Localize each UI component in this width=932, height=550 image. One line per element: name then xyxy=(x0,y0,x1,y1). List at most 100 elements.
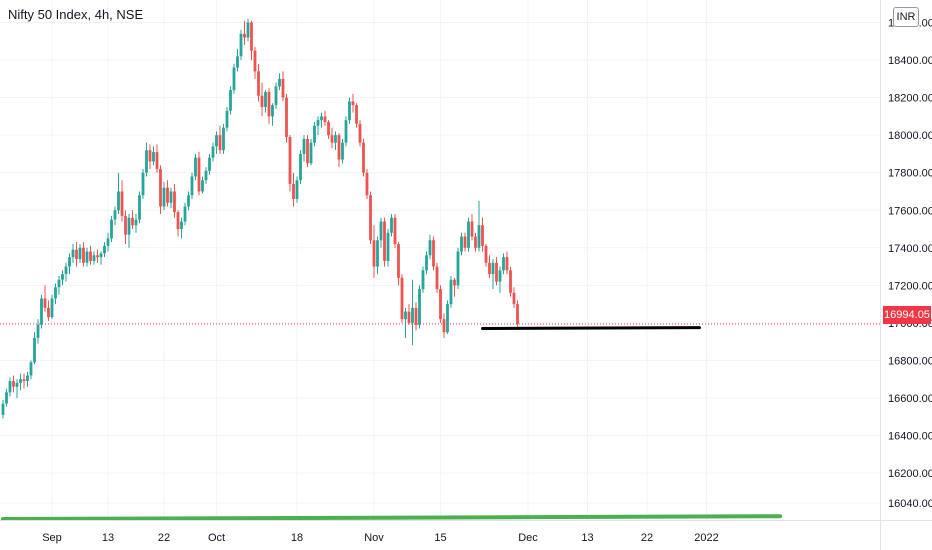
time-tick-label: 13 xyxy=(581,532,593,544)
candle-down xyxy=(355,105,358,124)
candle-down xyxy=(435,266,439,290)
last-price-label: 16994.05 xyxy=(883,306,931,324)
time-tick-label: Nov xyxy=(364,532,384,544)
candle-up xyxy=(50,298,54,318)
time-tick-label: Oct xyxy=(208,532,225,544)
grid xyxy=(0,0,880,520)
candle-up xyxy=(85,251,89,263)
candle-down xyxy=(243,33,246,38)
candle-down xyxy=(47,307,50,318)
time-tick-label: 13 xyxy=(102,532,114,544)
candle-down xyxy=(257,71,260,96)
candle-up xyxy=(19,379,22,383)
candle-down xyxy=(509,270,512,293)
candle-down xyxy=(197,157,201,192)
candle-down xyxy=(474,236,477,248)
candle-up xyxy=(386,232,390,261)
candle-up xyxy=(239,33,243,57)
candle-down xyxy=(337,135,341,160)
candle-down xyxy=(432,240,435,267)
price-tick-label: 16600.00 xyxy=(888,393,932,405)
candle-up xyxy=(211,146,215,158)
candle-down xyxy=(505,257,509,271)
candle-up xyxy=(180,221,183,230)
candle-up xyxy=(5,392,8,404)
candle-up xyxy=(411,307,414,323)
candle-down xyxy=(414,307,418,325)
candle-up xyxy=(316,120,320,126)
currency-badge[interactable]: INR xyxy=(893,7,919,27)
candle-up xyxy=(271,105,274,117)
candle-down xyxy=(148,150,152,162)
candle-up xyxy=(138,195,141,220)
price-axis[interactable]: 16040.00 16200.00 16400.00 16600.00 16800.00… xyxy=(880,0,932,550)
candle-up xyxy=(1,403,5,415)
candle-up xyxy=(477,225,481,248)
candle-up xyxy=(57,279,61,288)
candle-down xyxy=(369,195,372,241)
candle-down xyxy=(516,304,519,325)
candles xyxy=(1,18,519,419)
price-tick-label: 16800.00 xyxy=(888,355,932,367)
candle-up xyxy=(110,219,113,239)
candle-up xyxy=(341,142,344,160)
candle-up xyxy=(36,324,40,338)
candle-up xyxy=(183,206,187,222)
candle-up xyxy=(8,381,12,393)
time-tick-label: 22 xyxy=(641,532,653,544)
candle-down xyxy=(218,135,222,151)
candle-down xyxy=(400,277,404,320)
candle-up xyxy=(187,195,190,207)
candle-down xyxy=(155,152,159,169)
candle-up xyxy=(491,262,495,275)
candle-down xyxy=(442,319,446,333)
candle-up xyxy=(232,67,236,91)
candle-down xyxy=(407,311,411,323)
candle-down xyxy=(120,191,124,216)
candle-up xyxy=(33,337,36,363)
candle-up xyxy=(449,279,453,305)
candle-down xyxy=(383,221,386,261)
candle-up xyxy=(29,362,33,376)
candle-up xyxy=(498,270,502,282)
candle-down xyxy=(253,50,257,72)
candle-up xyxy=(229,90,232,111)
candle-up xyxy=(190,176,194,196)
candle-down xyxy=(495,262,498,282)
candle-up xyxy=(201,180,204,192)
candle-up xyxy=(64,266,68,275)
candle-down xyxy=(484,245,488,263)
price-tick-label: 17200.00 xyxy=(888,280,932,292)
candle-up xyxy=(78,247,82,260)
candle-up xyxy=(106,238,110,246)
candle-up xyxy=(169,191,173,203)
candle-up xyxy=(295,180,299,199)
candle-down xyxy=(89,251,92,261)
candle-down xyxy=(327,122,330,136)
candle-up xyxy=(456,251,460,286)
candle-up xyxy=(418,289,421,325)
price-tick-label: 16400.00 xyxy=(888,431,932,443)
candle-up xyxy=(71,249,75,258)
candle-down xyxy=(463,236,467,248)
candle-down xyxy=(250,22,253,51)
price-tick-label: 16040.00 xyxy=(888,498,932,510)
candle-up xyxy=(446,304,449,333)
overlays xyxy=(0,323,880,522)
candle-up xyxy=(99,253,103,258)
candle-down xyxy=(512,292,516,305)
candle-down xyxy=(260,95,264,108)
candle-up xyxy=(145,150,148,173)
candle-down xyxy=(285,97,288,138)
price-tick-label: 18400.00 xyxy=(888,55,932,67)
candle-up xyxy=(103,245,106,254)
time-axis[interactable]: Sep 13 22 Oct 18 Nov 15 Dec 13 22 2022 xyxy=(0,520,932,545)
candle-down xyxy=(288,137,292,184)
candle-down xyxy=(397,244,400,278)
candle-up xyxy=(113,210,117,220)
candle-down xyxy=(292,183,295,199)
candle-up xyxy=(404,311,407,320)
candle-up xyxy=(54,287,57,299)
